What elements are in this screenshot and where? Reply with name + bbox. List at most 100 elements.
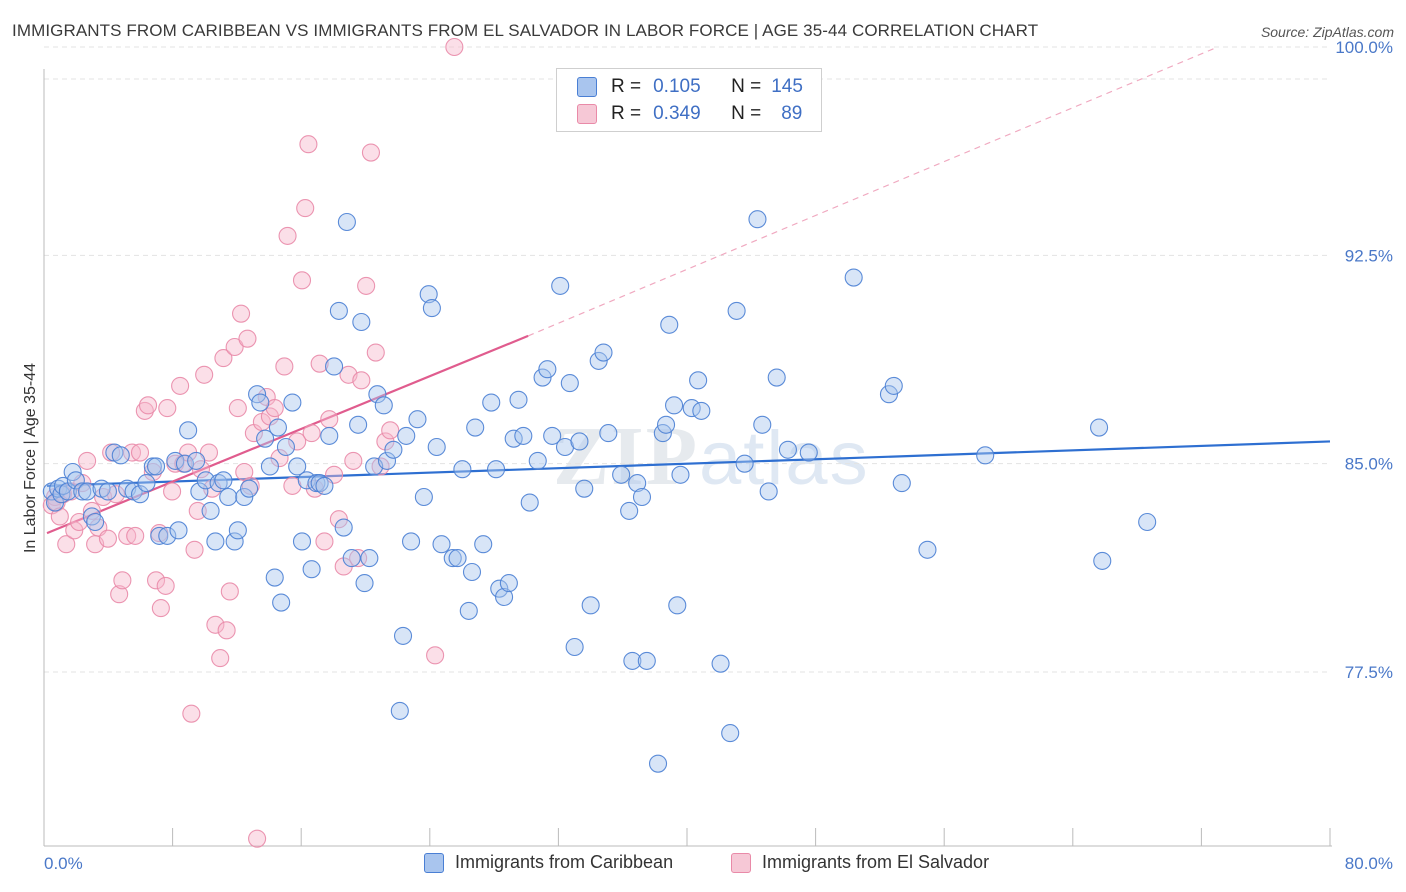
elsalvador-point bbox=[110, 585, 129, 604]
caribbean-point bbox=[414, 487, 433, 507]
caribbean-point bbox=[98, 482, 117, 501]
elsalvador-point bbox=[302, 424, 321, 443]
legend-r-label: R = bbox=[611, 76, 642, 97]
elsalvador-point bbox=[310, 354, 329, 373]
series-legend-caribbean[interactable]: Immigrants from Caribbean bbox=[424, 852, 673, 873]
elsalvador-point bbox=[329, 510, 348, 529]
caribbean-point bbox=[570, 432, 589, 451]
caribbean-point bbox=[355, 574, 374, 593]
caribbean-trend-line bbox=[46, 440, 1331, 487]
caribbean-point bbox=[288, 457, 307, 476]
series-legend-elsalvador[interactable]: Immigrants from El Salvador bbox=[731, 852, 989, 873]
caribbean-point bbox=[214, 471, 233, 490]
caribbean-point bbox=[349, 415, 368, 434]
caribbean-point bbox=[187, 451, 206, 470]
caribbean-point bbox=[499, 574, 518, 593]
data-points bbox=[42, 37, 1157, 848]
caribbean-point bbox=[656, 415, 676, 434]
series-name-caribbean: Immigrants from Caribbean bbox=[455, 852, 674, 872]
series-swatch-caribbean bbox=[424, 852, 444, 873]
caribbean-point bbox=[334, 518, 353, 537]
caribbean-point bbox=[377, 451, 397, 470]
caribbean-point bbox=[302, 560, 321, 579]
caribbean-point bbox=[637, 651, 656, 670]
caribbean-point bbox=[538, 360, 557, 379]
caribbean-point bbox=[884, 376, 903, 395]
caribbean-point bbox=[689, 371, 708, 390]
caribbean-point bbox=[668, 596, 687, 615]
y-tick-label: 100.0% bbox=[1335, 38, 1393, 57]
caribbean-point bbox=[337, 212, 356, 232]
axes bbox=[43, 69, 1332, 847]
elsalvador-trend-extension bbox=[527, 46, 1218, 337]
caribbean-point bbox=[879, 385, 899, 404]
elsalvador-point bbox=[228, 399, 247, 418]
caribbean-point bbox=[509, 390, 528, 409]
caribbean-point bbox=[86, 512, 105, 532]
elsalvador-point bbox=[191, 460, 211, 479]
caribbean-point bbox=[422, 299, 441, 318]
caribbean-point bbox=[1138, 512, 1157, 532]
caribbean-point bbox=[692, 401, 711, 420]
caribbean-point bbox=[594, 343, 613, 362]
watermark-zip: ZIP bbox=[553, 410, 700, 503]
caribbean-point bbox=[402, 532, 421, 551]
elsalvador-point bbox=[98, 529, 117, 548]
caribbean-point bbox=[565, 637, 584, 657]
caribbean-point bbox=[137, 474, 156, 493]
caribbean-point bbox=[632, 487, 652, 507]
elsalvador-point bbox=[357, 276, 376, 295]
caribbean-point bbox=[265, 568, 284, 587]
caribbean-point bbox=[240, 479, 259, 498]
elsalvador-point bbox=[163, 482, 182, 501]
y-tick-label: 92.5% bbox=[1345, 246, 1393, 265]
caribbean-point bbox=[599, 424, 618, 443]
elsalvador-point bbox=[278, 226, 297, 245]
caribbean-point bbox=[918, 540, 937, 559]
caribbean-point bbox=[543, 426, 562, 445]
caribbean-point bbox=[551, 276, 570, 295]
caribbean-point bbox=[448, 549, 467, 568]
elsalvador-point bbox=[315, 532, 334, 551]
caribbean-point bbox=[482, 393, 501, 412]
elsalvador-point bbox=[211, 649, 230, 668]
caribbean-point bbox=[711, 654, 730, 673]
caribbean-point bbox=[272, 593, 291, 612]
legend-row-caribbean: R = 0.105 N = 145 bbox=[577, 75, 803, 99]
elsalvador-point bbox=[57, 535, 76, 554]
caribbean-point bbox=[767, 368, 786, 387]
caribbean-point bbox=[495, 587, 514, 607]
caribbean-point bbox=[976, 446, 995, 465]
caribbean-point bbox=[225, 532, 244, 551]
elsalvador-point bbox=[78, 451, 97, 470]
elsalvador-trend-line bbox=[46, 334, 529, 535]
elsalvador-point bbox=[82, 501, 101, 520]
caribbean-point bbox=[620, 501, 639, 520]
legend-r-value: 0.349 bbox=[653, 103, 701, 124]
elsalvador-point bbox=[238, 329, 257, 348]
series-swatch-elsalvador bbox=[731, 852, 751, 873]
elsalvador-point bbox=[206, 615, 225, 634]
caribbean-point bbox=[175, 454, 194, 473]
legend-swatch-caribbean bbox=[577, 77, 597, 97]
caribbean-point bbox=[753, 415, 772, 434]
elsalvador-point bbox=[445, 37, 464, 57]
caribbean-point bbox=[82, 507, 101, 526]
elsalvador-point bbox=[50, 507, 69, 526]
trend-lines bbox=[46, 46, 1331, 535]
elsalvador-point bbox=[361, 143, 381, 162]
caribbean-point bbox=[589, 351, 608, 370]
caribbean-point bbox=[260, 457, 279, 476]
caribbean-point bbox=[528, 451, 547, 470]
caribbean-point bbox=[268, 418, 287, 437]
elsalvador-point bbox=[147, 571, 166, 590]
caribbean-point bbox=[721, 724, 740, 743]
caribbean-point bbox=[201, 501, 220, 520]
caribbean-point bbox=[486, 460, 506, 479]
caribbean-point bbox=[73, 482, 92, 501]
y-tick-label: 85.0% bbox=[1345, 455, 1393, 474]
legend-n-label: N = bbox=[731, 103, 762, 124]
series-legend: Immigrants from Caribbean Immigrants fro… bbox=[0, 852, 1406, 878]
caribbean-point bbox=[453, 460, 472, 479]
caribbean-point bbox=[648, 754, 668, 773]
